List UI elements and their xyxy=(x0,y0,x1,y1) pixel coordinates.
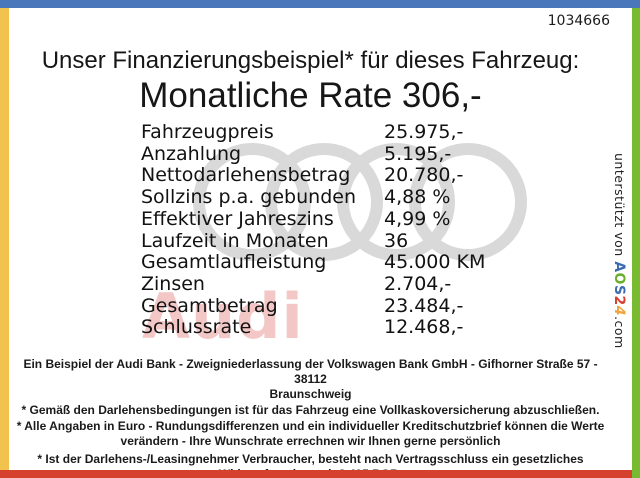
table-row: Gesamtlaufleistung 45.000 KM xyxy=(141,252,485,274)
table-row: Zinsen 2.704,- xyxy=(141,272,485,296)
table-row: Schlussrate 12.468,- xyxy=(141,317,485,339)
aos24-logo-letter-4: 4 xyxy=(611,305,627,317)
aos24-logo-letter-2: 2 xyxy=(611,295,627,306)
audi-wordmark-watermark: Audi xyxy=(142,280,304,353)
footnote-line: Braunschweig xyxy=(269,387,352,401)
row-label: Anzahlung xyxy=(141,142,242,165)
bank-address-note: Ein Beispiel der Audi Bank - Zweignieder… xyxy=(9,357,612,402)
frame-bar-top xyxy=(0,0,640,8)
row-value: 23.484,- xyxy=(384,294,464,317)
aos24-domain-suffix: .com xyxy=(612,316,627,349)
footnote-line: Ein Beispiel der Audi Bank - Zweignieder… xyxy=(23,357,598,386)
row-label: Nettodarlehensbetrag xyxy=(141,164,351,187)
page-title: Unser Finanzierungsbeispiel* für dieses … xyxy=(41,47,580,74)
footnote-line: * Gemäß den Darlehensbedingungen ist für… xyxy=(21,403,600,417)
row-label: Schlussrate xyxy=(141,316,252,339)
aos24-logo-letter-o: O xyxy=(611,272,627,285)
row-label: Effektiver Jahreszins xyxy=(141,207,334,230)
row-value: 12.468,- xyxy=(384,316,464,339)
row-label: Gesamtlaufleistung xyxy=(141,251,327,274)
row-label: Zinsen xyxy=(141,272,205,295)
insurance-note: * Gemäß den Darlehensbedingungen ist für… xyxy=(9,403,612,418)
table-row: Gesamtbetrag 23.484,- xyxy=(141,294,485,318)
row-value: 5.195,- xyxy=(384,142,452,165)
row-value: 45.000 KM xyxy=(384,251,486,274)
frame-bar-left xyxy=(0,8,9,470)
row-label: Gesamtbetrag xyxy=(141,294,278,317)
table-row: Anzahlung 5.195,- xyxy=(141,142,485,166)
frame-bar-bottom xyxy=(0,470,640,478)
monthly-rate-headline: Monatliche Rate 306,- xyxy=(139,76,482,115)
footnote-line: * Ist der Darlehens-/Leasingnehmer Verbr… xyxy=(37,452,584,466)
finance-table: Fahrzeugpreis 25.975,- Anzahlung 5.195,-… xyxy=(141,121,485,339)
aos24-logo-letter-s: S xyxy=(611,284,627,296)
frame-bar-right xyxy=(632,8,640,478)
legal-footnotes: Ein Beispiel der Audi Bank - Zweignieder… xyxy=(9,357,612,478)
row-value: 25.975,- xyxy=(384,121,464,143)
table-row: Sollzins p.a. gebunden 4,88 % xyxy=(141,186,485,209)
row-value: 4,99 % xyxy=(384,207,451,230)
table-row: Fahrzeugpreis 25.975,- xyxy=(141,121,485,144)
supported-by-credit: unterstützt von AOS24.com xyxy=(611,153,627,349)
row-value: 4,88 % xyxy=(384,186,451,209)
row-value: 36 xyxy=(384,229,409,252)
table-row: Effektiver Jahreszins 4,99 % xyxy=(141,207,485,231)
euro-values-note: * Alle Angaben in Euro - Rundungsdiffere… xyxy=(9,419,612,449)
row-value: 2.704,- xyxy=(384,272,452,295)
row-value: 20.780,- xyxy=(384,164,464,187)
row-label: Fahrzeugpreis xyxy=(141,121,274,143)
aos24-logo-letter-a: A xyxy=(611,261,627,273)
footnote-line: * Alle Angaben in Euro - Rundungsdiffere… xyxy=(16,419,605,433)
row-label: Laufzeit in Monaten xyxy=(141,229,329,252)
table-row: Laufzeit in Monaten 36 xyxy=(141,229,485,253)
document-number: 1034666 xyxy=(547,13,610,29)
footnote-line: verändern - Ihre Wunschrate errechnen wi… xyxy=(120,434,501,448)
supported-by-text: unterstützt von xyxy=(612,153,627,262)
table-row: Nettodarlehensbetrag 20.780,- xyxy=(141,165,485,187)
row-label: Sollzins p.a. gebunden xyxy=(141,186,356,209)
